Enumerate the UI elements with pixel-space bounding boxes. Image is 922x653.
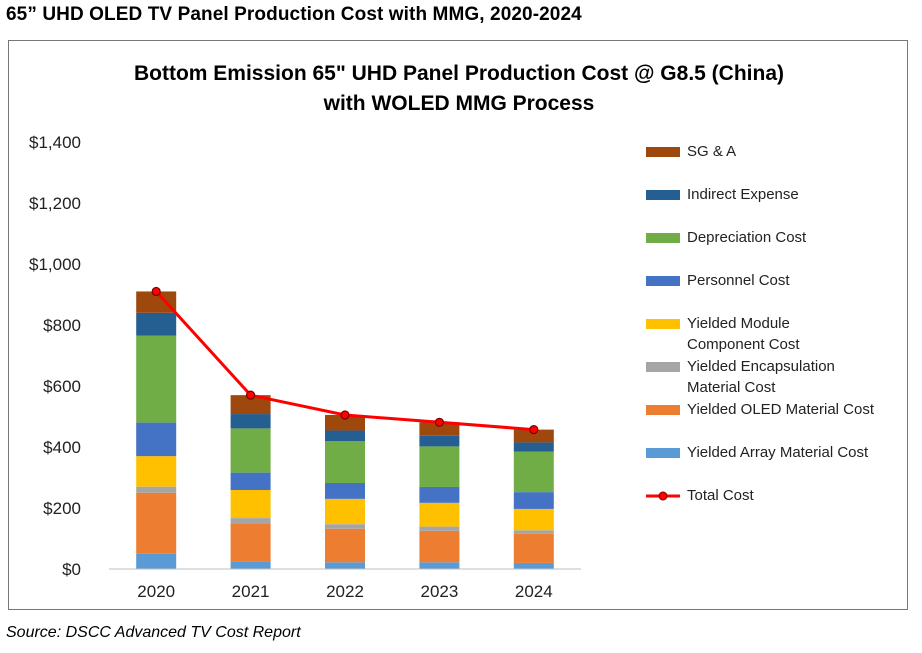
total-cost-point-2020 [151, 286, 161, 297]
page-heading: 65” UHD OLED TV Panel Production Cost wi… [6, 4, 582, 25]
total-cost-point-2021 [246, 390, 256, 400]
bar-segment-2024-3 [513, 508, 554, 531]
legend-line-swatch [646, 491, 680, 501]
bar-segment-2024-0 [513, 562, 554, 569]
legend-label: Indirect Expense [687, 186, 799, 203]
legend-label: Yielded Module Component Cost [687, 315, 800, 353]
legend-swatch [646, 190, 680, 200]
chart-frame: Bottom Emission 65" UHD Panel Production… [8, 40, 908, 610]
bar-segment-2024-1 [513, 533, 554, 563]
y-tick-label: $0 [62, 560, 81, 579]
chart-plot: $0 $200 $400 $600 $800 $1,000 $1,200 $1,400 2020… [29, 133, 581, 601]
bar-segment-2023-4 [419, 486, 460, 503]
bar-segment-2021-4 [230, 472, 271, 491]
x-tick-label: 2020 [137, 582, 175, 601]
legend-label: Yielded Array Material Cost [687, 444, 869, 461]
bar-segment-2021-2 [230, 518, 271, 524]
bar-segment-2024-2 [513, 530, 554, 534]
total-cost-line [155, 290, 534, 432]
bar-segment-2023-5 [419, 446, 460, 487]
bar-segment-2021-1 [230, 523, 271, 562]
legend-swatch [646, 319, 680, 329]
bar-segment-2022-3 [325, 498, 365, 525]
bar-segment-2022-1 [325, 528, 365, 563]
legend-swatch [646, 233, 680, 243]
bar-segment-2022-0 [325, 562, 365, 569]
y-tick-label: $200 [43, 499, 81, 518]
bar-segment-2024-4 [513, 492, 554, 509]
y-tick-label: $800 [43, 316, 81, 335]
y-tick-label: $400 [43, 438, 81, 457]
legend-swatch [646, 362, 680, 372]
x-tick-label: 2024 [515, 582, 553, 601]
bar-segment-2021-6 [230, 414, 271, 429]
legend-label: Yielded Encapsulation Material Cost [687, 358, 835, 396]
bar-segment-2022-7 [325, 414, 365, 431]
bar-segment-2024-5 [513, 451, 554, 493]
chart-title-line-2: with WOLED MMG Process [323, 92, 595, 115]
legend-label: Depreciation Cost [687, 229, 807, 246]
total-cost-point-2024 [529, 425, 539, 435]
x-tick-label: 2023 [420, 582, 458, 601]
bar-segment-2023-3 [419, 502, 460, 527]
total-cost-point-2023 [434, 417, 444, 427]
legend-swatch [646, 448, 680, 458]
bar-segment-2023-2 [419, 526, 460, 531]
bar-segment-2022-4 [325, 482, 365, 499]
bar-segment-2021-7 [230, 395, 271, 415]
x-tick-label: 2022 [326, 582, 364, 601]
bar-segment-2023-0 [419, 562, 460, 569]
source-note: Source: DSCC Advanced TV Cost Report [6, 624, 301, 641]
legend-label: Total Cost [687, 487, 754, 504]
legend-swatch [646, 405, 680, 415]
bar-segment-2023-7 [419, 422, 460, 436]
chart-title-line-1: Bottom Emission 65" UHD Panel Production… [133, 62, 784, 85]
bar-segment-2023-1 [419, 530, 460, 563]
bar-segment-2022-5 [325, 441, 365, 483]
bar-segment-2020-1 [136, 492, 177, 554]
y-tick-label: $600 [43, 377, 81, 396]
legend-swatch [646, 276, 680, 286]
bar-segment-2022-2 [325, 524, 365, 529]
bar-segment-2023-6 [419, 435, 460, 447]
bar-segment-2020-3 [136, 456, 177, 487]
bar-segment-2022-6 [325, 430, 365, 442]
bar-segment-2024-6 [513, 442, 554, 452]
bar-segment-2024-7 [513, 429, 554, 443]
bar-segment-2020-4 [136, 422, 177, 457]
y-tick-label: $1,000 [29, 255, 81, 274]
bar-segment-2020-7 [136, 291, 177, 313]
bar-segment-2021-5 [230, 428, 271, 473]
legend-label: Yielded OLED Material Cost [687, 401, 875, 418]
bar-segment-2020-2 [136, 486, 177, 493]
legend-label: SG & A [687, 143, 737, 160]
legend-label: Personnel Cost [687, 272, 790, 289]
total-cost-point-2022 [340, 410, 350, 420]
bar-segment-2021-0 [230, 561, 271, 569]
y-tick-label: $1,400 [29, 133, 81, 152]
legend-swatch [646, 147, 680, 157]
y-tick-label: $1,200 [29, 194, 81, 213]
bar-segment-2020-5 [136, 335, 177, 423]
bar-segment-2020-6 [136, 312, 177, 336]
bar-segment-2020-0 [136, 553, 177, 569]
x-tick-label: 2021 [232, 582, 270, 601]
bar-segment-2021-3 [230, 490, 271, 519]
